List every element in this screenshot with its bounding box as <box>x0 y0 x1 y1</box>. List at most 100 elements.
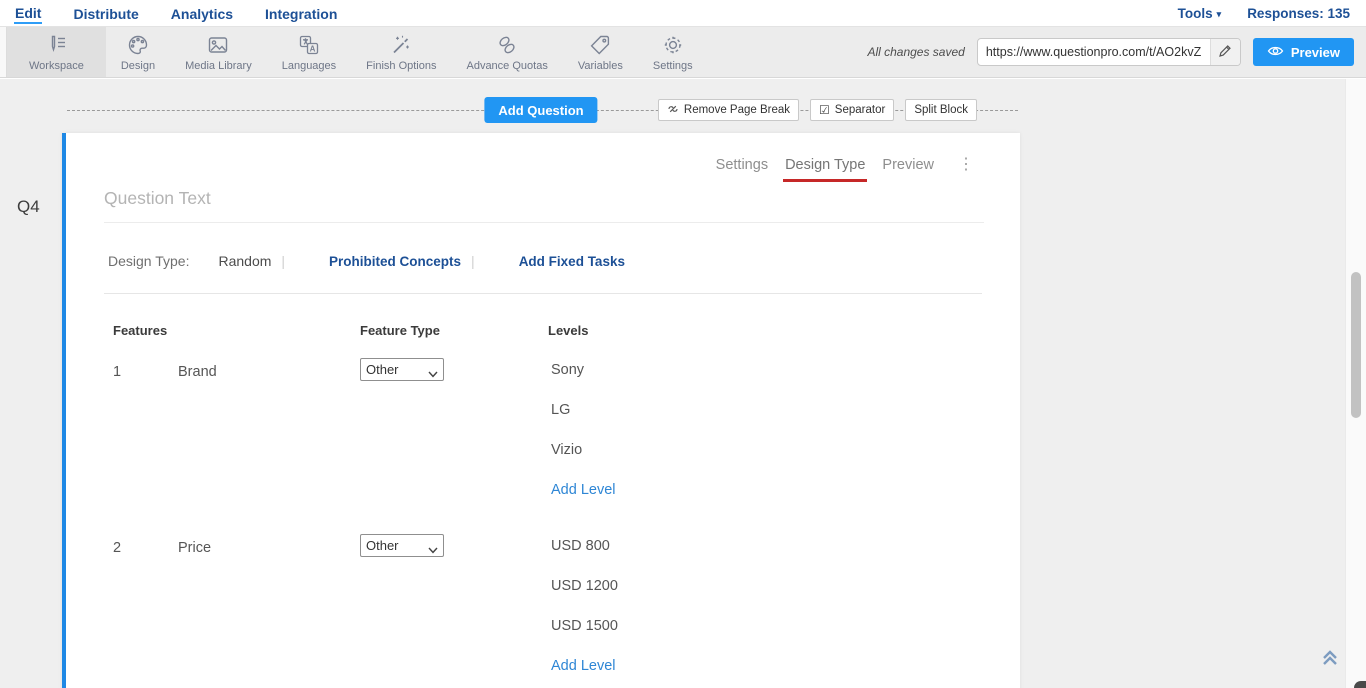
nav-right-group: Tools ▾ Responses: 135 <box>1178 6 1350 21</box>
chevron-down-icon: ▾ <box>1216 8 1222 19</box>
section-divider <box>104 293 982 294</box>
feature-type-select[interactable]: Other <box>360 534 444 557</box>
toolbar-left-edge <box>0 27 7 77</box>
levels-list: Sony LG Vizio <box>551 360 980 460</box>
level-item[interactable]: USD 1200 <box>551 578 618 594</box>
features-column-header: Features <box>113 323 168 338</box>
nav-tab-integration[interactable]: Integration <box>265 6 338 22</box>
unlink-icon <box>667 103 679 118</box>
more-options-icon[interactable]: ⋮ <box>958 156 974 173</box>
survey-url-input[interactable] <box>977 45 1210 59</box>
toolbar-media-library-button[interactable]: Media Library <box>170 27 267 77</box>
level-item[interactable]: LG <box>551 402 571 418</box>
toolbar-variables-button[interactable]: Variables <box>563 27 638 77</box>
separator-button[interactable]: ☑ Separator <box>810 99 895 121</box>
levels-cell: Sony LG Vizio Add Level <box>548 360 980 500</box>
question-card: Settings Design Type Preview ⋮ Design Ty… <box>62 133 1020 688</box>
nav-tab-analytics[interactable]: Analytics <box>170 6 234 22</box>
survey-url-box <box>976 38 1241 66</box>
advance-quotas-icon <box>494 32 520 58</box>
feature-type-select-wrap: Other <box>360 534 444 557</box>
toolbar-languages-button[interactable]: A Languages <box>267 27 351 77</box>
tab-design-type[interactable]: Design Type <box>783 157 868 182</box>
design-icon <box>125 32 151 58</box>
languages-icon: A <box>296 32 322 58</box>
level-item[interactable]: Sony <box>551 362 585 378</box>
vertical-separator: | <box>471 253 475 269</box>
checkbox-checked-icon: ☑ <box>819 103 830 117</box>
feature-name[interactable]: Price <box>178 540 212 556</box>
level-item[interactable]: USD 800 <box>551 538 610 554</box>
add-level-link[interactable]: Add Level <box>551 658 616 674</box>
feature-row: 1 Brand Other Sony LG Vizio Add Level <box>113 358 980 500</box>
feature-row: 2 Price Other USD 800 USD 1200 USD 1500 Ad… <box>113 534 980 676</box>
design-type-row: Design Type: Random | Prohibited Concept… <box>108 253 625 269</box>
toolbar-design-button[interactable]: Design <box>106 27 170 77</box>
levels-cell: USD 800 USD 1200 USD 1500 Add Level <box>548 536 980 676</box>
variables-icon <box>587 32 613 58</box>
feature-name[interactable]: Brand <box>178 364 217 380</box>
toolbar-workspace-label: Workspace <box>29 60 84 72</box>
separator-label: Separator <box>834 104 886 116</box>
design-type-value[interactable]: Random <box>218 253 272 269</box>
edit-url-button[interactable] <box>1209 39 1240 65</box>
preview-label: Preview <box>1290 44 1340 60</box>
eye-icon <box>1267 45 1284 60</box>
add-fixed-tasks-link[interactable]: Add Fixed Tasks <box>518 253 625 269</box>
remove-page-break-label: Remove Page Break <box>683 104 791 116</box>
scrollbar-thumb[interactable] <box>1351 272 1361 418</box>
toolbar-media-library-label: Media Library <box>185 60 252 72</box>
tools-menu-button[interactable]: Tools ▾ <box>1178 6 1222 21</box>
main-nav: Edit Distribute Analytics Integration <box>14 2 338 24</box>
toolbar-finish-options-label: Finish Options <box>366 60 437 72</box>
prohibited-concepts-link[interactable]: Prohibited Concepts <box>329 253 462 269</box>
design-type-label: Design Type: <box>108 253 190 269</box>
media-library-icon <box>205 32 231 58</box>
add-question-button[interactable]: Add Question <box>484 97 598 123</box>
page-break-row: Add Question Remove Page Break ☑ Separat… <box>62 97 1020 123</box>
level-item[interactable]: Vizio <box>551 442 583 458</box>
workspace-icon <box>43 32 69 58</box>
split-block-button[interactable]: Split Block <box>905 99 977 121</box>
scroll-to-top-button[interactable] <box>1319 647 1341 670</box>
level-item[interactable]: USD 1500 <box>551 618 618 634</box>
question-text-input[interactable] <box>104 188 984 223</box>
toolbar-languages-label: Languages <box>281 60 337 72</box>
settings-icon <box>660 32 686 58</box>
feature-index: 2 <box>113 540 122 556</box>
nav-tab-distribute[interactable]: Distribute <box>73 6 139 22</box>
features-table-header: Features Feature Type Levels <box>113 323 980 338</box>
toolbar-finish-options-button[interactable]: Finish Options <box>351 27 451 77</box>
toolbar-design-label: Design <box>120 60 156 72</box>
feature-type-select[interactable]: Other <box>360 358 444 381</box>
chevron-double-up-icon <box>1319 650 1341 670</box>
svg-text:A: A <box>310 44 316 53</box>
features-table-body: 1 Brand Other Sony LG Vizio Add Level 2 Pr… <box>113 358 980 676</box>
toolbar-variables-label: Variables <box>577 60 623 72</box>
remove-page-break-button[interactable]: Remove Page Break <box>657 99 800 121</box>
tab-preview[interactable]: Preview <box>882 157 934 173</box>
levels-list: USD 800 USD 1200 USD 1500 <box>551 536 980 636</box>
toolbar-right-group: All changes saved Preview <box>867 27 1366 77</box>
toolbar-workspace-button[interactable]: Workspace <box>7 27 106 77</box>
scrollbar-corner <box>1354 681 1366 688</box>
levels-column-header: Levels <box>548 323 589 338</box>
question-tabs: Settings Design Type Preview ⋮ <box>715 156 974 182</box>
add-level-link[interactable]: Add Level <box>551 482 616 498</box>
tab-settings[interactable]: Settings <box>715 157 769 173</box>
toolbar-settings-button[interactable]: Settings <box>638 27 708 77</box>
preview-button[interactable]: Preview <box>1252 38 1354 66</box>
split-block-label: Split Block <box>914 104 968 116</box>
responses-link[interactable]: Responses: 135 <box>1247 5 1350 21</box>
feature-index: 1 <box>113 364 122 380</box>
pencil-icon <box>1218 44 1232 61</box>
vertical-separator: | <box>281 253 286 269</box>
toolbar-advance-quotas-button[interactable]: Advance Quotas <box>451 27 562 77</box>
top-navigation: Edit Distribute Analytics Integration To… <box>0 0 1366 27</box>
feature-type-select-wrap: Other <box>360 358 444 381</box>
vertical-scrollbar[interactable] <box>1345 79 1366 688</box>
feature-type-column-header: Feature Type <box>360 323 440 338</box>
save-status: All changes saved <box>867 45 965 59</box>
nav-tab-edit[interactable]: Edit <box>14 2 43 24</box>
toolbar-advance-quotas-label: Advance Quotas <box>466 60 548 72</box>
